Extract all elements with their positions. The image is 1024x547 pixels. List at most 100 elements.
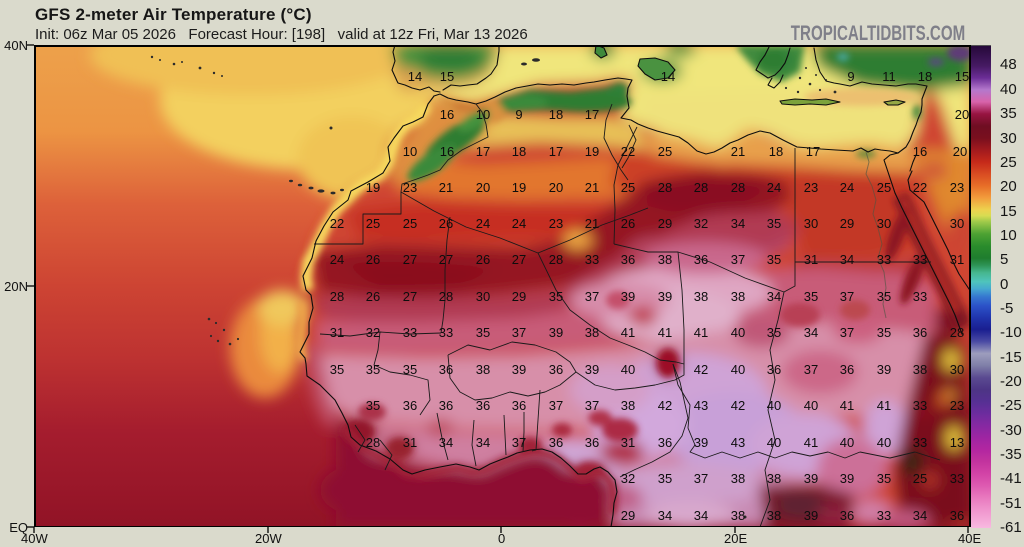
svg-text:30: 30 (950, 362, 964, 377)
svg-text:34: 34 (658, 508, 672, 523)
svg-text:16: 16 (913, 144, 927, 159)
svg-text:43: 43 (694, 398, 708, 413)
svg-text:31: 31 (804, 252, 818, 267)
svg-text:34: 34 (694, 508, 708, 523)
svg-text:21: 21 (731, 144, 745, 159)
svg-text:20: 20 (953, 144, 967, 159)
svg-text:10: 10 (403, 144, 417, 159)
svg-text:27: 27 (403, 289, 417, 304)
svg-text:39: 39 (840, 471, 854, 486)
svg-text:40: 40 (621, 362, 635, 377)
svg-text:16: 16 (440, 144, 454, 159)
svg-text:37: 37 (694, 471, 708, 486)
svg-text:28: 28 (439, 289, 453, 304)
svg-text:25: 25 (913, 471, 927, 486)
svg-text:30: 30 (804, 216, 818, 231)
svg-text:33: 33 (913, 289, 927, 304)
svg-text:40: 40 (877, 435, 891, 450)
svg-text:36: 36 (621, 252, 635, 267)
svg-text:38: 38 (585, 325, 599, 340)
svg-text:42: 42 (694, 362, 708, 377)
svg-text:39: 39 (512, 362, 526, 377)
svg-text:22: 22 (621, 144, 635, 159)
svg-text:17: 17 (585, 107, 599, 122)
svg-text:38: 38 (731, 471, 745, 486)
svg-text:21: 21 (439, 180, 453, 195)
svg-text:40: 40 (767, 398, 781, 413)
svg-text:35: 35 (767, 252, 781, 267)
svg-text:39: 39 (694, 435, 708, 450)
svg-text:16: 16 (440, 107, 454, 122)
svg-text:24: 24 (476, 216, 490, 231)
svg-text:36: 36 (950, 508, 964, 523)
svg-text:26: 26 (621, 216, 635, 231)
svg-text:36: 36 (767, 362, 781, 377)
svg-text:42: 42 (731, 398, 745, 413)
svg-text:17: 17 (549, 144, 563, 159)
svg-text:13: 13 (950, 435, 964, 450)
svg-text:35: 35 (658, 471, 672, 486)
svg-text:33: 33 (439, 325, 453, 340)
svg-text:29: 29 (621, 508, 635, 523)
svg-text:27: 27 (403, 252, 417, 267)
svg-text:17: 17 (806, 144, 820, 159)
svg-text:19: 19 (366, 180, 380, 195)
svg-text:22: 22 (330, 216, 344, 231)
svg-text:23: 23 (950, 180, 964, 195)
svg-text:25: 25 (877, 180, 891, 195)
svg-text:34: 34 (439, 435, 453, 450)
svg-text:29: 29 (512, 289, 526, 304)
svg-text:19: 19 (585, 144, 599, 159)
svg-text:39: 39 (585, 362, 599, 377)
svg-text:19: 19 (512, 180, 526, 195)
svg-text:24: 24 (512, 216, 526, 231)
svg-text:41: 41 (658, 325, 672, 340)
svg-text:15: 15 (955, 69, 969, 84)
svg-text:28: 28 (658, 180, 672, 195)
svg-text:36: 36 (403, 398, 417, 413)
svg-text:23: 23 (804, 180, 818, 195)
svg-text:34: 34 (476, 435, 490, 450)
svg-text:37: 37 (512, 325, 526, 340)
svg-text:21: 21 (585, 216, 599, 231)
svg-text:40: 40 (767, 435, 781, 450)
svg-text:24: 24 (767, 180, 781, 195)
svg-text:38: 38 (767, 508, 781, 523)
svg-text:34: 34 (913, 508, 927, 523)
svg-text:30: 30 (950, 216, 964, 231)
svg-text:20: 20 (549, 180, 563, 195)
svg-text:24: 24 (330, 252, 344, 267)
svg-text:31: 31 (330, 325, 344, 340)
svg-text:37: 37 (585, 289, 599, 304)
svg-text:36: 36 (913, 325, 927, 340)
svg-text:40: 40 (804, 398, 818, 413)
svg-text:41: 41 (877, 398, 891, 413)
svg-text:11: 11 (882, 69, 896, 84)
svg-text:24: 24 (840, 180, 854, 195)
svg-text:36: 36 (512, 398, 526, 413)
svg-text:37: 37 (840, 325, 854, 340)
svg-text:33: 33 (877, 252, 891, 267)
svg-text:38: 38 (731, 289, 745, 304)
svg-text:37: 37 (731, 252, 745, 267)
svg-text:35: 35 (877, 289, 891, 304)
svg-text:37: 37 (512, 435, 526, 450)
svg-text:38: 38 (621, 398, 635, 413)
svg-text:33: 33 (913, 252, 927, 267)
svg-text:35: 35 (476, 325, 490, 340)
svg-text:41: 41 (804, 435, 818, 450)
svg-text:26: 26 (366, 252, 380, 267)
svg-text:36: 36 (840, 362, 854, 377)
svg-text:35: 35 (549, 289, 563, 304)
svg-text:33: 33 (877, 508, 891, 523)
svg-text:37: 37 (585, 398, 599, 413)
svg-text:36: 36 (658, 435, 672, 450)
svg-text:37: 37 (840, 289, 854, 304)
svg-text:14: 14 (408, 69, 422, 84)
svg-text:33: 33 (950, 471, 964, 486)
svg-text:34: 34 (840, 252, 854, 267)
svg-text:35: 35 (804, 289, 818, 304)
svg-text:38: 38 (658, 252, 672, 267)
svg-text:35: 35 (877, 471, 891, 486)
svg-text:36: 36 (549, 362, 563, 377)
